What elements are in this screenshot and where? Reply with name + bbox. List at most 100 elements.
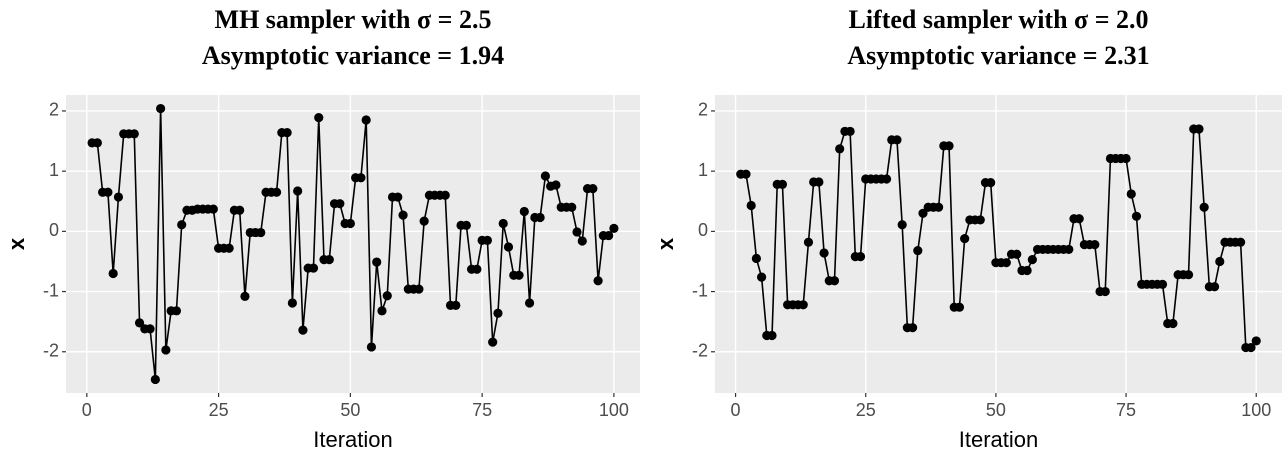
point — [814, 177, 824, 187]
point — [472, 264, 482, 274]
point — [1064, 244, 1074, 255]
y-axis-label: x — [653, 237, 678, 250]
point — [161, 345, 171, 355]
point — [382, 291, 392, 301]
point — [298, 325, 308, 335]
point — [1215, 256, 1225, 267]
point — [756, 272, 767, 282]
y-tick-label: 2 — [49, 100, 59, 120]
point — [345, 218, 355, 229]
point — [907, 323, 918, 333]
point — [134, 318, 145, 328]
point — [287, 298, 297, 308]
x-tick-label: 50 — [340, 400, 360, 420]
point — [145, 324, 155, 334]
point — [1183, 270, 1194, 280]
point — [954, 302, 965, 312]
point — [224, 243, 234, 253]
point — [324, 255, 334, 265]
point — [944, 141, 954, 151]
point — [271, 187, 282, 197]
point — [235, 205, 245, 215]
x-tick-label: 75 — [1116, 400, 1136, 420]
point — [604, 230, 614, 241]
point — [282, 128, 292, 138]
point — [897, 220, 907, 230]
y-tick-label: 0 — [698, 220, 708, 240]
chart-subtitle: Asymptotic variance = 1.94 — [202, 41, 504, 70]
point — [171, 306, 182, 316]
point — [1194, 124, 1204, 134]
point — [498, 218, 508, 229]
point — [572, 227, 582, 237]
point — [741, 169, 751, 179]
point — [356, 173, 366, 183]
point — [803, 237, 814, 247]
point — [150, 374, 160, 385]
x-tick-label: 50 — [986, 400, 1006, 420]
point — [308, 263, 319, 273]
point — [419, 216, 429, 226]
y-tick-label: 1 — [698, 160, 708, 180]
point — [1027, 255, 1037, 265]
x-axis-label: Iteration — [313, 427, 393, 452]
point — [156, 103, 166, 114]
point — [845, 126, 855, 137]
y-tick-label: -2 — [692, 341, 708, 361]
point — [1100, 286, 1110, 297]
x-tick-label: 100 — [599, 400, 629, 420]
point — [366, 342, 377, 352]
point — [913, 246, 923, 256]
point — [393, 192, 403, 202]
point — [881, 174, 892, 184]
point — [1251, 336, 1261, 346]
point — [1157, 279, 1168, 289]
point — [208, 204, 218, 214]
point — [567, 202, 577, 212]
point — [293, 186, 303, 196]
point — [372, 257, 382, 267]
point — [503, 242, 514, 252]
point — [103, 187, 113, 197]
x-tick-label: 0 — [82, 400, 92, 420]
point — [92, 138, 102, 148]
point — [361, 115, 371, 125]
point — [551, 180, 561, 190]
point — [461, 220, 471, 230]
point — [1168, 318, 1178, 329]
x-tick-label: 75 — [472, 400, 492, 420]
point — [129, 129, 139, 139]
point — [414, 284, 424, 294]
point — [482, 235, 493, 245]
point — [335, 199, 345, 209]
point — [767, 330, 777, 341]
point — [829, 276, 840, 286]
point — [1001, 258, 1011, 268]
x-tick-label: 25 — [209, 400, 229, 420]
point — [440, 190, 450, 200]
y-tick-label: 0 — [49, 220, 59, 240]
point — [524, 298, 535, 308]
point — [960, 233, 970, 244]
point — [798, 300, 808, 310]
point — [1209, 282, 1220, 292]
chart-subtitle: Asymptotic variance = 2.31 — [847, 41, 1149, 70]
point — [451, 300, 461, 311]
point — [1090, 240, 1100, 250]
point — [577, 236, 587, 246]
point — [540, 171, 550, 181]
point — [398, 210, 408, 220]
point — [240, 291, 250, 301]
point — [377, 306, 387, 316]
y-tick-label: -1 — [692, 280, 708, 300]
point — [1199, 202, 1209, 212]
point — [1012, 249, 1022, 259]
plot-panel — [715, 95, 1282, 393]
point — [1126, 189, 1136, 199]
point — [1121, 153, 1131, 164]
y-axis-label: x — [4, 237, 29, 250]
point — [514, 270, 524, 280]
point — [256, 227, 266, 238]
point — [314, 112, 324, 123]
